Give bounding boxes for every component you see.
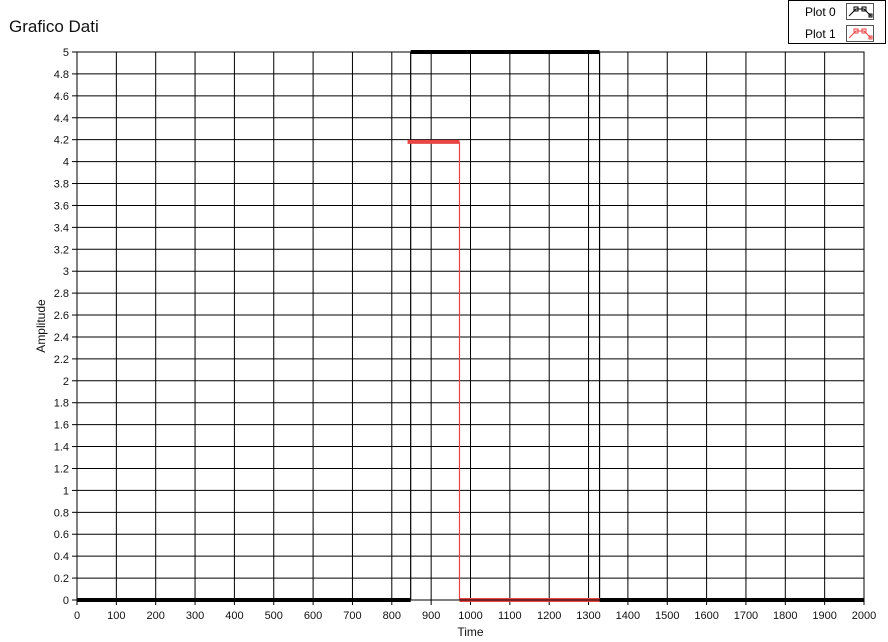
plot-frame <box>76 51 865 601</box>
y-tick-label: 0.4 <box>54 551 69 563</box>
x-tick-label: 1100 <box>498 610 522 622</box>
y-tick-label: 0 <box>63 595 69 607</box>
x-tick-label: 1300 <box>576 610 600 622</box>
y-tick-label: 4.6 <box>54 91 69 103</box>
x-tick-label: 0 <box>74 610 80 622</box>
x-tick-label: 2000 <box>852 610 876 622</box>
x-tick-label: 100 <box>107 610 125 622</box>
y-tick-label: 4 <box>63 157 69 169</box>
y-tick-label: 1 <box>63 485 69 497</box>
y-tick-label: 0.8 <box>54 507 69 519</box>
x-tick-label: 1400 <box>616 610 640 622</box>
x-axis-label: Time <box>457 625 484 639</box>
plot-1-line-icon <box>846 25 874 42</box>
x-tick-label: 1200 <box>537 610 561 622</box>
x-tick-label: 600 <box>304 610 322 622</box>
y-tick-label: 4.2 <box>54 135 69 147</box>
y-tick-label: 2.8 <box>54 288 69 300</box>
y-tick-label: 5 <box>63 47 69 59</box>
x-tick-label: 900 <box>422 610 440 622</box>
y-tick-label: 2.2 <box>54 354 69 366</box>
legend[interactable]: Plot 0 Plot 1 <box>788 0 886 44</box>
y-tick-label: 3.2 <box>54 244 69 256</box>
x-tick-label: 200 <box>147 610 165 622</box>
x-tick-label: 1600 <box>694 610 718 622</box>
x-tick-label: 500 <box>265 610 283 622</box>
legend-label-plot-0: Plot 0 <box>805 5 836 19</box>
y-tick-label: 3.4 <box>54 222 69 234</box>
y-tick-label: 2 <box>63 376 69 388</box>
y-tick-label: 1.8 <box>54 398 69 410</box>
x-tick-label: 1000 <box>458 610 482 622</box>
y-tick-label: 3 <box>63 266 69 278</box>
legend-item-plot-1[interactable]: Plot 1 <box>789 23 887 45</box>
x-axis-ticks: 0 100 200 300 400 500 600 700 800 900 1000 1100 1200… <box>74 600 876 622</box>
y-tick-label: 2.4 <box>54 332 69 344</box>
x-tick-label: 1700 <box>734 610 758 622</box>
y-tick-label: 3.6 <box>54 200 69 212</box>
y-tick-label: 0.6 <box>54 529 69 541</box>
y-tick-label: 3.8 <box>54 179 69 191</box>
y-tick-label: 4.4 <box>54 113 69 125</box>
y-tick-label: 4.8 <box>54 69 69 81</box>
series-plot-1[interactable] <box>407 139 600 602</box>
y-tick-label: 1.4 <box>54 442 69 454</box>
x-tick-label: 1900 <box>812 610 836 622</box>
x-tick-label: 1800 <box>773 610 797 622</box>
y-axis-label: Amplitude <box>34 299 48 353</box>
x-tick-label: 400 <box>225 610 243 622</box>
y-axis-ticks: 0 0.2 0.4 0.6 0.8 1 1.2 1.4 1.6 1.8 2 2.2 2.4 2.6 2.8 3… <box>54 47 77 607</box>
y-tick-label: 2.6 <box>54 310 69 322</box>
x-tick-label: 800 <box>383 610 401 622</box>
y-tick-label: 0.2 <box>54 573 69 585</box>
plot-0-line-icon <box>846 3 874 20</box>
chart-title: Grafico Dati <box>9 17 99 36</box>
y-tick-label: 1.6 <box>54 420 69 432</box>
x-tick-label: 1500 <box>655 610 679 622</box>
grid <box>76 51 865 601</box>
x-tick-label: 300 <box>186 610 204 622</box>
legend-item-plot-0[interactable]: Plot 0 <box>789 1 887 23</box>
x-tick-label: 700 <box>343 610 361 622</box>
y-tick-label: 1.2 <box>54 463 69 475</box>
legend-label-plot-1: Plot 1 <box>805 27 836 41</box>
